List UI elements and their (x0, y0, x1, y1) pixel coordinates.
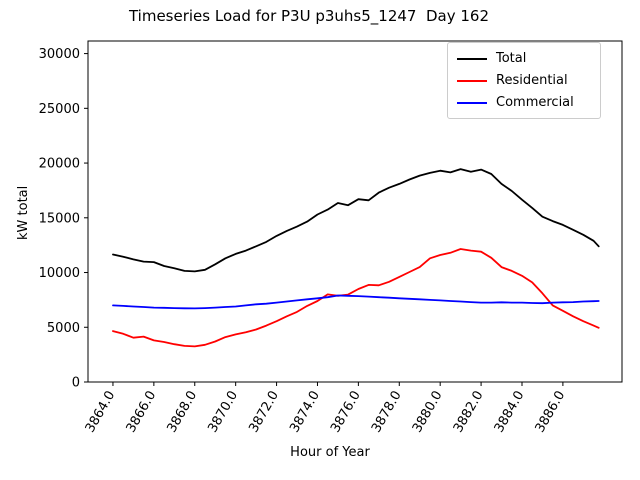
legend-swatch-residential (457, 79, 487, 82)
y-tick-label: 10000 (39, 266, 80, 281)
legend-item-commercial: Commercial (457, 93, 591, 112)
legend-label: Total (496, 51, 527, 66)
y-tick-label: 5000 (47, 321, 80, 336)
x-tick-label: 3866.0 (124, 389, 160, 436)
x-axis-label: Hour of Year (290, 445, 370, 460)
x-tick-label: 3880.0 (410, 389, 446, 436)
y-tick-label: 25000 (39, 102, 80, 117)
y-axis-label: kW total (16, 185, 31, 240)
plot-frame (87, 40, 623, 383)
series-line-residential (112, 248, 600, 348)
chart-title: Timeseries Load for P3U p3uhs5_1247 Day … (128, 7, 490, 25)
series-line-commercial (112, 294, 600, 310)
y-tick-label: 0 (72, 376, 80, 391)
legend: Total Residential Commercial (447, 42, 601, 119)
y-tick-label: 30000 (39, 47, 80, 62)
y-tick-label: 15000 (39, 211, 80, 226)
legend-label: Commercial (496, 95, 574, 110)
x-tick-label: 3872.0 (246, 389, 282, 436)
x-tick-label: 3884.0 (492, 389, 528, 436)
legend-swatch-total (457, 57, 487, 60)
series-line-total (112, 168, 600, 273)
legend-label: Residential (496, 73, 568, 88)
y-tick-label: 20000 (39, 157, 80, 172)
x-tick-label: 3876.0 (328, 389, 364, 436)
x-tick-label: 3870.0 (205, 389, 241, 436)
legend-item-total: Total (457, 49, 591, 68)
legend-swatch-commercial (457, 101, 487, 104)
x-tick-label: 3868.0 (164, 389, 200, 436)
x-tick-label: 3878.0 (369, 389, 405, 436)
x-tick-label: 3874.0 (287, 389, 323, 436)
x-tick-label: 3864.0 (83, 389, 119, 436)
x-tick-label: 3882.0 (451, 389, 487, 436)
x-tick-label: 3886.0 (533, 389, 569, 436)
legend-item-residential: Residential (457, 71, 591, 90)
